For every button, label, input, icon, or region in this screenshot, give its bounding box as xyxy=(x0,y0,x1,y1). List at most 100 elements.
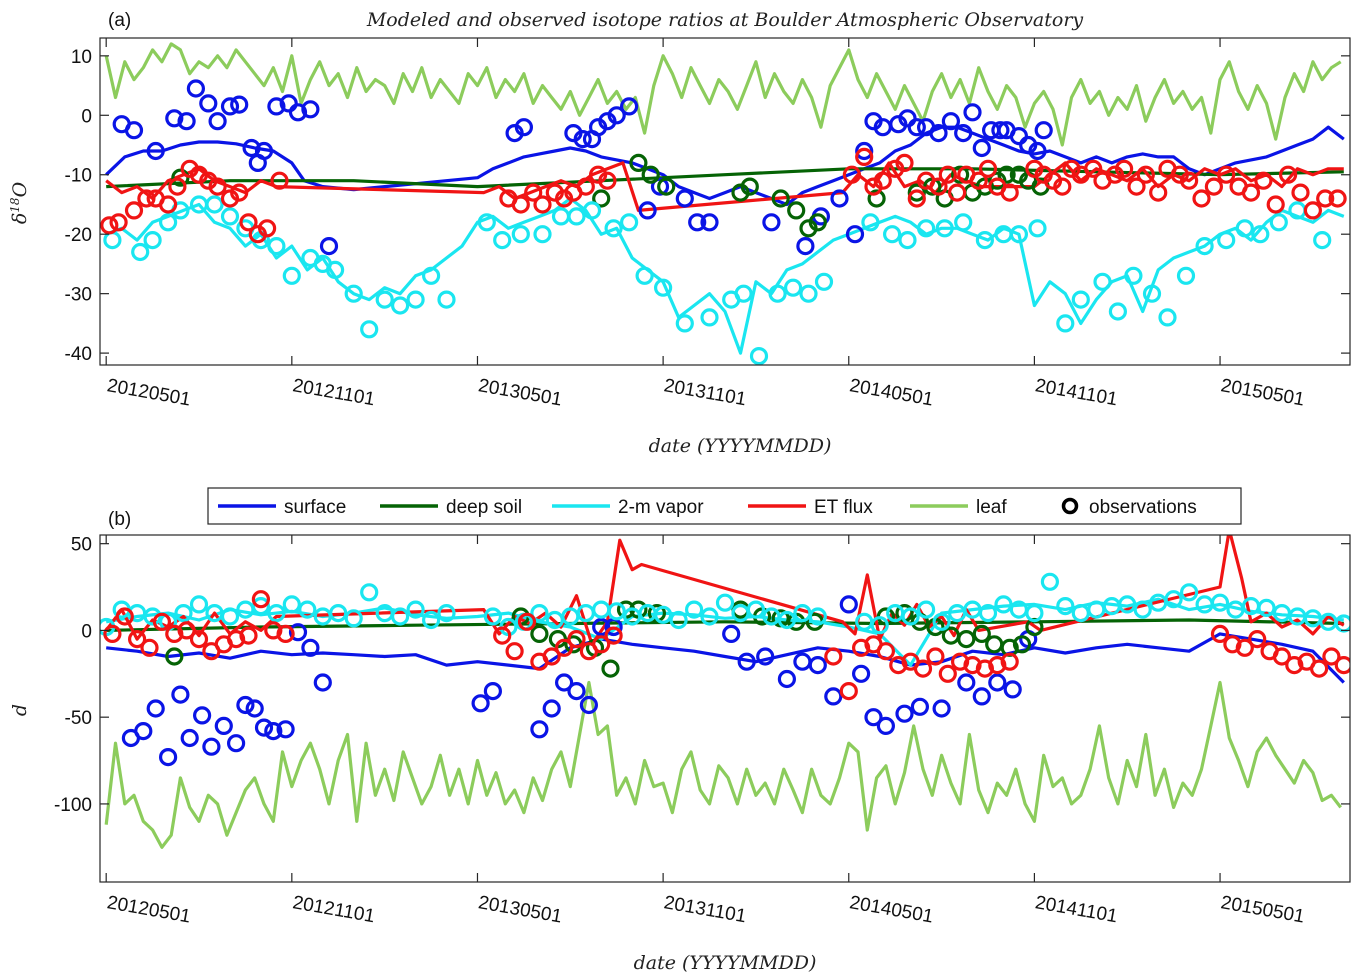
observation-point-a-ET-flux xyxy=(1316,189,1335,208)
legend-label: observations xyxy=(1089,497,1197,518)
legend-label: surface xyxy=(284,497,346,518)
observation-point-a-deep-soil xyxy=(867,189,886,208)
observation-point-b-2-m-vapor xyxy=(143,607,162,626)
y-tick-label: 0 xyxy=(81,106,92,127)
observation-point-a-2-m-vapor xyxy=(582,201,602,220)
observation-point-b-ET-flux xyxy=(103,624,122,644)
observation-point-a-2-m-vapor xyxy=(511,225,530,244)
observation-point-a-ET-flux xyxy=(524,183,543,202)
observation-point-b-2-m-vapor xyxy=(870,616,889,635)
observation-point-b-deep-soil xyxy=(601,659,620,678)
plot-area-b xyxy=(100,535,1350,849)
observation-point-b-deep-soil xyxy=(165,647,184,666)
observation-point-a-ET-flux xyxy=(1291,183,1310,202)
observation-point-a-surface xyxy=(607,106,626,125)
observation-point-a-2-m-vapor xyxy=(103,231,122,250)
observation-point-b-ET-flux xyxy=(1210,624,1230,644)
observation-point-a-surface xyxy=(929,124,948,143)
y-ticks-b: 50 0 -50 -100 xyxy=(54,535,1350,816)
observation-point-a-2-m-vapor xyxy=(143,231,162,250)
observation-point-b-2-m-vapor xyxy=(653,605,673,624)
observation-point-a-ET-flux xyxy=(855,147,874,166)
observation-point-a-2-m-vapor xyxy=(1056,314,1075,333)
observation-point-b-2-m-vapor xyxy=(391,607,410,626)
observation-point-a-2-m-vapor xyxy=(360,320,379,339)
observation-point-a-ET-flux xyxy=(1000,183,1019,202)
x-axis-label-b: date (YYYYMMDD) xyxy=(634,952,817,974)
observation-point-b-ET-flux xyxy=(604,626,623,645)
observation-point-b-2-m-vapor xyxy=(669,610,688,630)
observation-point-b-surface xyxy=(288,623,308,642)
observation-point-b-deep-soil xyxy=(985,635,1004,654)
observation-point-a-ET-flux xyxy=(159,195,178,214)
observation-point-b-ET-flux xyxy=(1334,656,1350,675)
observation-point-a-2-m-vapor xyxy=(533,225,552,244)
legend: surface deep soil 2-m vapor ET flux leaf obse… xyxy=(207,487,1242,525)
observation-point-b-2-m-vapor xyxy=(189,595,209,614)
observation-point-a-ET-flux xyxy=(598,171,617,190)
observation-point-b-2-m-vapor xyxy=(267,603,286,623)
observation-point-b-surface xyxy=(554,673,574,692)
observation-point-b-surface xyxy=(159,747,178,767)
observation-point-b-surface xyxy=(471,694,490,713)
observation-point-a-deep-soil xyxy=(907,183,926,202)
observation-point-b-2-m-vapor xyxy=(1087,600,1106,619)
legend-swatch xyxy=(1061,497,1079,515)
panel-b-tag: (b) xyxy=(108,509,131,530)
observation-point-a-ET-flux xyxy=(1127,177,1146,196)
observation-point-a-surface xyxy=(199,94,218,113)
observation-point-b-ET-flux xyxy=(1309,659,1329,678)
observation-point-b-2-m-vapor xyxy=(329,603,348,623)
observation-point-a-ET-flux xyxy=(1149,183,1168,202)
observation-point-a-ET-flux xyxy=(938,165,957,184)
observation-point-b-ET-flux xyxy=(505,642,524,661)
observation-point-b-ET-flux xyxy=(542,647,561,666)
observation-point-a-2-m-vapor xyxy=(814,272,834,291)
observation-point-b-surface xyxy=(793,652,812,671)
observation-point-b-surface xyxy=(1003,680,1022,699)
observation-point-b-2-m-vapor xyxy=(1040,572,1060,591)
y-axis-label-b: d xyxy=(9,704,31,716)
observation-point-b-2-m-vapor xyxy=(251,596,270,616)
observation-point-b-2-m-vapor xyxy=(592,600,611,619)
observation-point-b-2-m-vapor xyxy=(530,603,549,623)
observation-point-b-2-m-vapor xyxy=(406,600,425,619)
observation-point-a-2-m-vapor xyxy=(406,290,425,309)
y-tick-label: -20 xyxy=(65,225,92,246)
observation-point-b-2-m-vapor xyxy=(282,595,301,614)
observation-point-a-2-m-vapor xyxy=(1313,231,1332,250)
observation-point-b-surface xyxy=(579,695,599,715)
observation-point-b-ET-flux xyxy=(1322,647,1341,666)
observation-point-a-2-m-vapor xyxy=(1093,272,1112,291)
observation-point-a-2-m-vapor xyxy=(861,213,880,232)
observation-point-b-deep-soil xyxy=(530,624,549,644)
observation-point-a-ET-flux xyxy=(124,201,144,220)
observation-point-a-ET-flux xyxy=(978,159,998,178)
observation-point-a-2-m-vapor xyxy=(1195,237,1214,256)
observation-point-a-2-m-vapor xyxy=(1071,290,1090,309)
y-tick-label: -100 xyxy=(54,795,92,816)
observation-point-b-surface xyxy=(301,638,320,657)
observation-point-a-2-m-vapor xyxy=(437,290,456,309)
x-ticks-b: 20120501 20121101 20130501 20131101 20140501… xyxy=(105,535,1306,928)
observation-point-a-surface xyxy=(242,138,261,158)
observation-point-b-surface xyxy=(722,624,741,644)
x-tick-label: 20121101 xyxy=(291,892,377,927)
observation-point-a-surface xyxy=(1028,141,1047,161)
observation-point-a-2-m-vapor xyxy=(267,237,286,256)
observation-point-b-surface xyxy=(227,734,246,753)
observation-point-a-ET-flux xyxy=(1204,177,1224,196)
observation-point-a-ET-flux xyxy=(947,183,967,202)
observation-point-b-2-m-vapor xyxy=(437,603,456,623)
observation-point-a-2-m-vapor xyxy=(1009,225,1029,244)
observation-point-a-2-m-vapor xyxy=(1235,219,1254,238)
y-ticks-a: 10 0 -10 -20 -30 -40 xyxy=(65,47,1350,365)
observation-point-b-2-m-vapor xyxy=(994,595,1013,614)
y-tick-label: -30 xyxy=(65,285,92,306)
observation-point-b-surface xyxy=(932,699,951,718)
plot-area-a xyxy=(100,42,1347,365)
observation-point-b-2-m-vapor xyxy=(1056,596,1075,616)
observation-point-b-deep-soil xyxy=(1012,635,1032,654)
legend-item-2-m-vapor: 2-m vapor xyxy=(552,497,704,518)
observation-point-a-2-m-vapor xyxy=(1142,284,1162,303)
